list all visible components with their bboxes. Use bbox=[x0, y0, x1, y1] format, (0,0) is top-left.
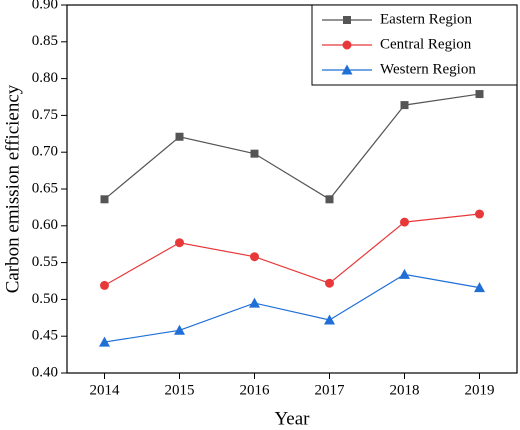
y-tick-label: 0.65 bbox=[32, 180, 58, 196]
marker-square bbox=[175, 132, 184, 141]
x-tick-label: 2019 bbox=[465, 382, 495, 398]
marker-triangle bbox=[174, 324, 185, 335]
y-axis-label: Carbon emission efficiency bbox=[2, 84, 23, 293]
legend-label: Western Region bbox=[380, 61, 476, 77]
marker-triangle bbox=[324, 314, 335, 325]
series-line bbox=[104, 93, 480, 201]
series-line bbox=[104, 273, 480, 343]
marker-triangle bbox=[249, 297, 260, 308]
x-tick-label: 2014 bbox=[90, 382, 121, 398]
marker-triangle bbox=[99, 336, 110, 347]
marker-circle bbox=[342, 40, 352, 50]
marker-square bbox=[343, 16, 351, 24]
marker-circle bbox=[250, 252, 259, 262]
marker-square bbox=[250, 149, 259, 158]
y-tick-label: 0.70 bbox=[32, 144, 58, 160]
x-tick-label: 2017 bbox=[315, 382, 346, 398]
marker-triangle bbox=[474, 282, 485, 293]
y-tick-label: 0.40 bbox=[32, 364, 58, 380]
marker-triangle bbox=[399, 268, 410, 279]
marker-triangle bbox=[341, 64, 353, 75]
legend-label: Central Region bbox=[380, 36, 472, 52]
y-tick-label: 0.60 bbox=[32, 217, 58, 233]
marker-circle bbox=[475, 209, 484, 219]
marker-square bbox=[400, 101, 409, 110]
marker-circle bbox=[100, 280, 109, 290]
x-axis-label: Year bbox=[274, 408, 310, 429]
y-tick-label: 0.45 bbox=[32, 328, 58, 344]
y-tick-label: 0.55 bbox=[32, 254, 58, 270]
marker-circle bbox=[325, 278, 334, 288]
marker-square bbox=[325, 195, 334, 204]
x-tick-label: 2018 bbox=[390, 382, 420, 398]
y-tick-label: 0.50 bbox=[32, 291, 58, 307]
marker-circle bbox=[400, 217, 409, 227]
x-tick-label: 2016 bbox=[240, 382, 271, 398]
y-tick-label: 0.85 bbox=[32, 33, 58, 49]
y-tick-label: 0.80 bbox=[32, 70, 58, 86]
marker-square bbox=[100, 195, 109, 204]
y-tick-label: 0.75 bbox=[32, 107, 58, 123]
x-tick-label: 2015 bbox=[165, 382, 195, 398]
legend-label: Eastern Region bbox=[380, 11, 473, 27]
y-tick-label: 0.90 bbox=[32, 0, 58, 12]
marker-circle bbox=[175, 238, 184, 248]
marker-square bbox=[475, 90, 484, 99]
series-line bbox=[104, 213, 480, 286]
